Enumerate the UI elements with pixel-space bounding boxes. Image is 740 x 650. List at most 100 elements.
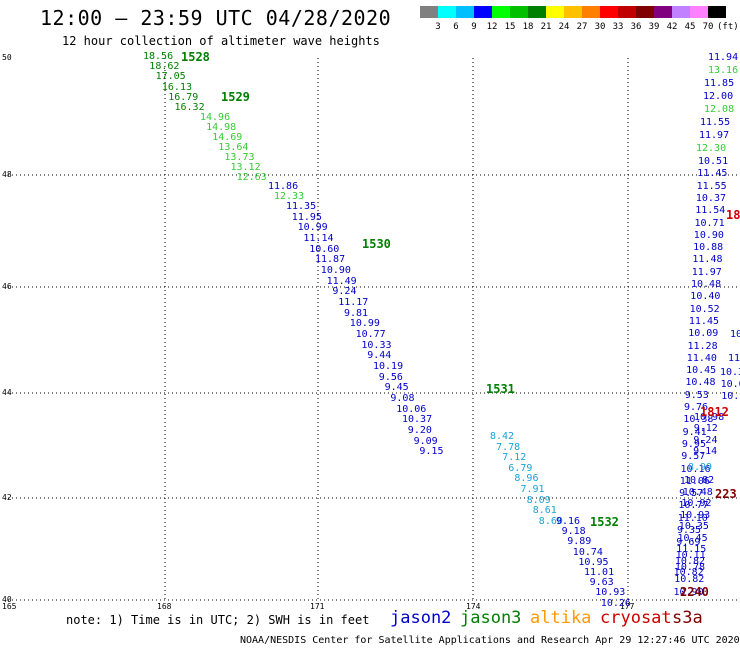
legend-jason3: jason3 <box>460 608 522 628</box>
swh-value: 11.48 <box>692 254 723 266</box>
color-scale-label: 45 <box>684 22 696 32</box>
swh-value: 9.57 <box>681 451 706 463</box>
swh-value: 11.06 <box>679 475 710 487</box>
color-scale-label: 6 <box>453 22 459 32</box>
map-subtitle: 12 hour collection of altimeter wave hei… <box>62 34 380 48</box>
swh-value: 17.05 <box>155 71 186 83</box>
pass-time: 1532 <box>590 515 619 529</box>
swh-value: 9.89 <box>567 536 592 548</box>
swh-value: 10.93 <box>595 587 626 599</box>
swh-value: 11.14 <box>303 233 334 244</box>
swh-value: 11.45 <box>688 315 719 327</box>
swh-value: 9.45 <box>384 382 409 394</box>
swh-value: 12.00 <box>703 91 734 102</box>
swh-value: 9.76 <box>684 402 709 413</box>
swh-value: 6.79 <box>508 462 533 474</box>
legend-jason2: jason2 <box>390 608 452 628</box>
swh-value: 10.88 <box>693 242 724 254</box>
swh-value: 13.73 <box>224 152 255 163</box>
swh-value: 10.99 <box>297 222 328 234</box>
swh-value: 9.35 <box>677 525 702 536</box>
pass-time: 1528 <box>181 50 210 64</box>
swh-value: 10.92 <box>721 391 740 402</box>
color-scale-label: (ft) <box>717 22 739 32</box>
swh-value: 10.06 <box>396 403 427 415</box>
color-scale-label: 39 <box>648 22 660 32</box>
swh-value: 9.14 <box>693 445 718 457</box>
color-swatch <box>564 6 582 18</box>
swh-value: 18.62 <box>149 61 180 73</box>
color-scale-label: 33 <box>612 22 624 32</box>
pass-time: 223 <box>715 487 737 501</box>
swh-value: 10.33 <box>361 339 392 351</box>
swh-value: 10.92 <box>681 498 712 509</box>
swh-value: 9.08 <box>390 393 415 405</box>
longitude-label: 174 <box>466 602 481 611</box>
color-scale-label: 12 <box>486 22 498 32</box>
swh-value: 16.32 <box>174 102 205 113</box>
swh-value: 11.54 <box>695 205 726 217</box>
color-scale-label: 42 <box>666 22 678 32</box>
pass-time: 1812 <box>700 405 729 419</box>
swh-value: 9.09 <box>413 435 438 447</box>
latitude-label: 44 <box>2 388 12 397</box>
pass-time: 1529 <box>221 90 250 104</box>
legend-altika: altika <box>530 608 592 628</box>
swh-value: 10.82 <box>684 475 715 486</box>
swh-value: 10.60 <box>309 243 340 255</box>
latitude-label: 46 <box>2 282 12 291</box>
swh-value: 11.01 <box>584 567 615 578</box>
swh-value: 8.96 <box>514 473 539 485</box>
swh-value: 9.95 <box>681 438 706 450</box>
swh-value: 10.40 <box>690 291 721 303</box>
swh-value: 11.97 <box>691 266 722 278</box>
swh-value: 9.69 <box>676 537 701 549</box>
swh-value: 10.82 <box>674 574 705 586</box>
swh-value: 10.48 <box>682 486 713 498</box>
swh-value: 10.98 <box>694 412 725 423</box>
swh-value: 10.77 <box>678 500 709 512</box>
swh-value: 10.74 <box>572 546 603 558</box>
swh-value: 10.90 <box>320 265 351 277</box>
swh-value: 9.24 <box>332 286 357 298</box>
swh-value: 10.48 <box>691 279 722 290</box>
swh-value: 11.17 <box>338 297 369 309</box>
swh-value: 9.15 <box>419 446 444 458</box>
swh-value: 11.87 <box>315 254 346 266</box>
swh-value: 10.26 <box>600 597 631 609</box>
footer-credit: NOAA/NESDIS Center for Satellite Applica… <box>240 635 740 646</box>
swh-value: 9.24 <box>693 434 718 446</box>
swh-value: 10.16 <box>680 463 711 475</box>
color-swatch <box>708 6 726 18</box>
swh-value: 10.35 <box>678 521 709 532</box>
swh-value: 10.37 <box>402 414 433 426</box>
longitude-label: 171 <box>310 602 325 611</box>
swh-value: 10.51 <box>698 156 729 167</box>
legend-cryosat: cryosat <box>600 608 672 628</box>
swh-value: 11.10 <box>677 512 708 524</box>
latitude-label: 50 <box>2 53 12 62</box>
swh-value: 10.37 <box>695 192 726 204</box>
pass-time: 1530 <box>362 237 391 251</box>
swh-value: 10.99 <box>349 318 380 330</box>
color-scale-label: 21 <box>540 22 552 32</box>
color-scale-label: 36 <box>630 22 642 32</box>
swh-value: 10.45 <box>677 532 708 544</box>
color-swatch <box>492 6 510 18</box>
pass-time: 2240 <box>680 585 709 599</box>
swh-value: 9.18 <box>561 526 586 538</box>
swh-value: 10.90 <box>693 229 724 241</box>
swh-value: 11.86 <box>268 181 299 192</box>
color-scale-label: 27 <box>576 22 588 32</box>
latitude-label: 40 <box>2 595 12 604</box>
swh-value: 13.12 <box>230 162 261 173</box>
swh-value: 10.19 <box>373 361 404 373</box>
color-scale-label: 24 <box>558 22 570 32</box>
swh-value: 10.71 <box>694 217 725 229</box>
swh-value: 9.53 <box>684 389 709 401</box>
swh-value: 11.94 <box>708 52 739 63</box>
color-swatch <box>528 6 546 18</box>
swh-value: 11.15 <box>676 544 707 555</box>
color-swatch <box>618 6 636 18</box>
